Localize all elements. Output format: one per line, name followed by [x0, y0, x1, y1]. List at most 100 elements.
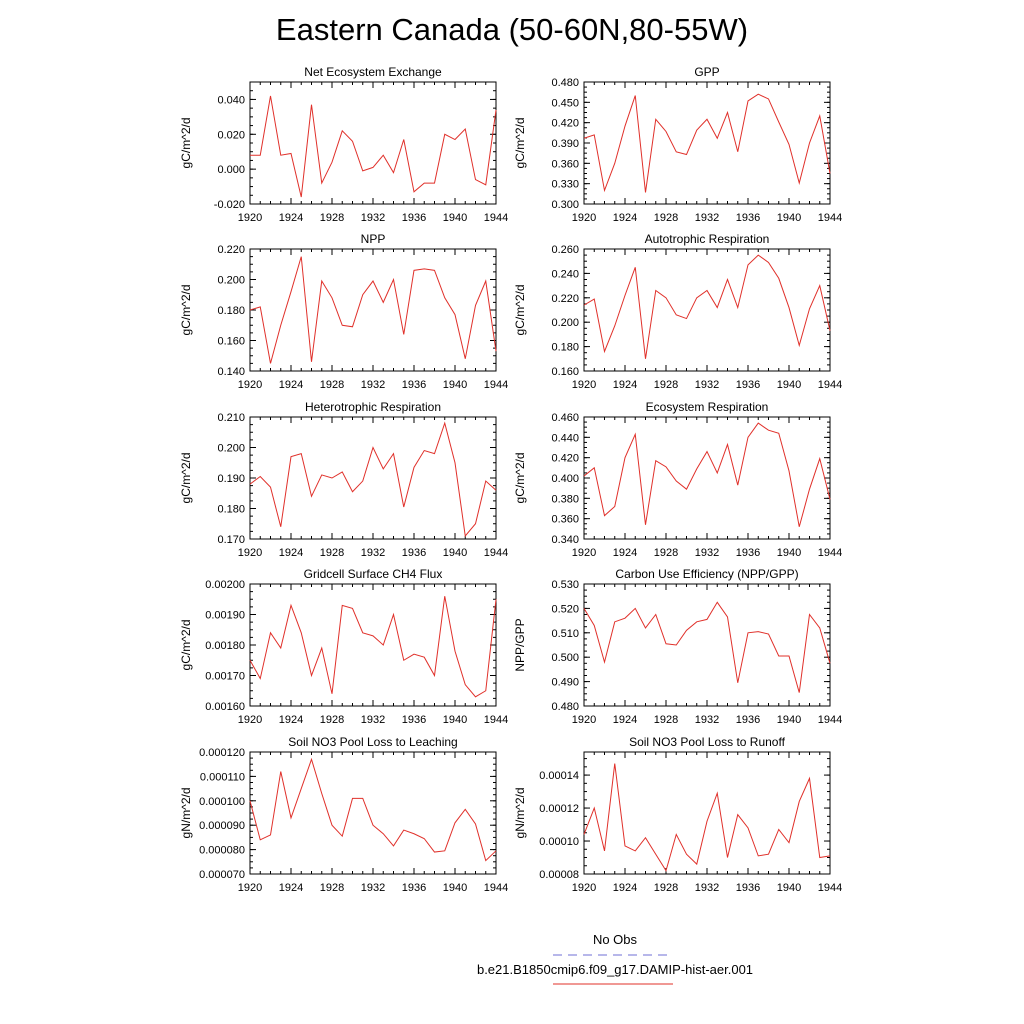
- y-tick-label: 0.380: [551, 493, 579, 505]
- x-tick-label: 1944: [484, 714, 508, 726]
- legend-swatches: [553, 954, 673, 985]
- plot-frame: [249, 751, 497, 875]
- chart-ecosystem-respiration: Ecosystem Respiration gC/m^2/d 0.340 0.360 0…: [513, 400, 842, 559]
- plot-frame: [583, 583, 831, 707]
- x-tick-label: 1932: [361, 882, 385, 894]
- y-tick-label: 0.040: [217, 94, 245, 106]
- y-tick-label: 0.000: [217, 164, 245, 176]
- x-tick-label: 1944: [818, 714, 842, 726]
- y-tick-label: 0.340: [551, 534, 579, 546]
- y-tick-label: 0.420: [551, 118, 579, 130]
- x-tick-label: 1944: [818, 547, 842, 559]
- legend-label-model: b.e21.B1850cmip6.f09_g17.DAMIP-hist-aer.…: [476, 962, 754, 977]
- x-tick-label: 1920: [238, 882, 262, 894]
- y-tick-label: 0.400: [551, 473, 579, 485]
- x-tick-label: 1936: [402, 714, 426, 726]
- x-tick-label: 1944: [818, 212, 842, 224]
- x-tick-label: 1924: [613, 882, 637, 894]
- x-tick-label: 1944: [484, 212, 508, 224]
- chart-heterotrophic-respiration: Heterotrophic Respiration gC/m^2/d 0.170 0.…: [179, 400, 508, 559]
- x-tick-label: 1932: [695, 714, 719, 726]
- y-tick-label: 0.390: [551, 138, 579, 150]
- chart-carbon-use-efficiency-npp-gpp: Carbon Use Efficiency (NPP/GPP) NPP/GPP 0.…: [513, 567, 842, 726]
- y-tick-label: 0.330: [551, 179, 579, 191]
- chart-gpp: GPP gC/m^2/d 0.300 0.330 0.360 0.390 0.420 0.45…: [513, 65, 842, 224]
- y-tick-label: 0.190: [217, 473, 245, 485]
- y-axis-label: gC/m^2/d: [513, 285, 527, 336]
- chart-title: Heterotrophic Respiration: [305, 400, 441, 414]
- x-tick-label: 1932: [695, 882, 719, 894]
- y-tick-label: 0.200: [217, 443, 245, 455]
- y-tick-label: 0.460: [551, 412, 579, 424]
- y-axis-label: gC/m^2/d: [179, 453, 193, 504]
- x-tick-label: 1932: [695, 212, 719, 224]
- chart-title: Soil NO3 Pool Loss to Runoff: [629, 735, 786, 749]
- legend-label-no-obs: No Obs: [592, 932, 638, 947]
- chart-title: NPP: [361, 232, 386, 246]
- y-tick-label: 0.500: [551, 652, 579, 664]
- x-tick-label: 1940: [777, 212, 801, 224]
- y-axis-label: NPP/GPP: [513, 618, 527, 671]
- y-tick-label: 0.210: [217, 412, 245, 424]
- y-tick-label: 0.170: [217, 534, 245, 546]
- y-tick-label: 0.480: [551, 701, 579, 713]
- y-tick-label: 0.530: [551, 579, 579, 591]
- series-line: [583, 763, 831, 872]
- plot-frame: [249, 583, 497, 707]
- y-tick-label: 0.450: [551, 97, 579, 109]
- y-tick-label: 0.420: [551, 453, 579, 465]
- plot-frame: [583, 81, 831, 205]
- y-axis-label: gC/m^2/d: [179, 118, 193, 169]
- x-tick-label: 1940: [777, 882, 801, 894]
- y-tick-label: 0.000090: [199, 820, 245, 832]
- y-tick-label: 0.480: [551, 77, 579, 89]
- x-tick-label: 1928: [654, 379, 678, 391]
- x-tick-label: 1932: [695, 547, 719, 559]
- y-axis-label: gC/m^2/d: [513, 118, 527, 169]
- x-tick-label: 1924: [279, 547, 303, 559]
- y-axis-label: gC/m^2/d: [513, 453, 527, 504]
- x-tick-label: 1940: [443, 714, 467, 726]
- plot-frame: [583, 248, 831, 372]
- y-tick-label: 0.360: [551, 158, 579, 170]
- y-tick-label: 0.000110: [200, 771, 245, 783]
- x-tick-label: 1924: [279, 882, 303, 894]
- chart-title: Carbon Use Efficiency (NPP/GPP): [615, 567, 798, 581]
- x-tick-label: 1924: [613, 714, 637, 726]
- y-axis-label: gC/m^2/d: [179, 620, 193, 671]
- chart-title: Autotrophic Respiration: [645, 232, 770, 246]
- x-tick-label: 1924: [279, 212, 303, 224]
- y-tick-label: 0.260: [551, 244, 579, 256]
- x-tick-label: 1920: [238, 547, 262, 559]
- x-tick-label: 1920: [238, 379, 262, 391]
- x-tick-label: 1924: [279, 714, 303, 726]
- y-tick-label: 0.180: [217, 504, 245, 516]
- chart-npp: NPP gC/m^2/d 0.140 0.160 0.180 0.200 0.220 1920…: [179, 232, 508, 391]
- x-tick-label: 1928: [320, 212, 344, 224]
- y-tick-label: 0.510: [551, 628, 579, 640]
- x-tick-label: 1920: [572, 882, 596, 894]
- series-line: [583, 254, 831, 359]
- x-tick-label: 1936: [736, 212, 760, 224]
- y-tick-label: 0.180: [217, 305, 245, 317]
- x-tick-label: 1940: [777, 379, 801, 391]
- y-tick-label: 0.000120: [199, 747, 245, 759]
- y-tick-label: 0.220: [551, 293, 579, 305]
- y-tick-label: 0.200: [217, 275, 245, 287]
- x-tick-label: 1936: [736, 379, 760, 391]
- x-tick-label: 1944: [484, 547, 508, 559]
- x-tick-label: 1932: [361, 379, 385, 391]
- x-tick-label: 1936: [736, 882, 760, 894]
- y-tick-label: 0.000080: [199, 845, 245, 857]
- y-tick-label: 0.00012: [539, 803, 579, 815]
- series-line: [249, 256, 497, 364]
- x-tick-label: 1920: [572, 714, 596, 726]
- x-tick-label: 1936: [402, 212, 426, 224]
- x-tick-label: 1936: [402, 547, 426, 559]
- y-tick-label: 0.240: [551, 268, 579, 280]
- x-tick-label: 1940: [443, 882, 467, 894]
- y-tick-label: 0.300: [551, 199, 579, 211]
- plot-frame: [249, 81, 497, 205]
- y-axis-label: gN/m^2/d: [513, 788, 527, 839]
